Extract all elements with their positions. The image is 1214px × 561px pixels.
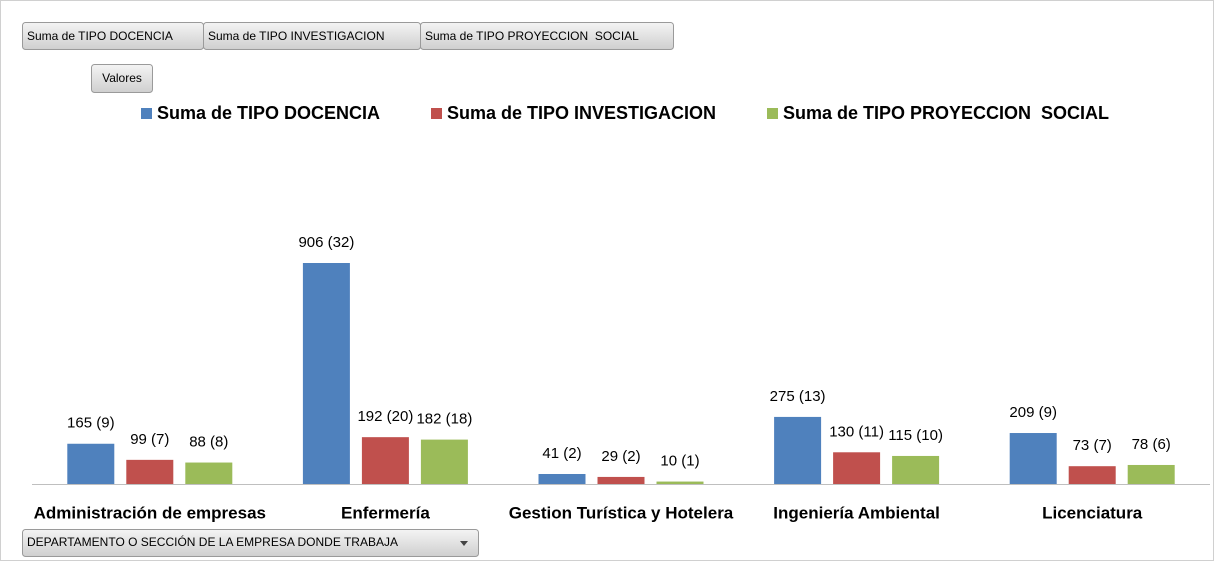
bar <box>126 459 174 484</box>
data-label: 275 (13) <box>770 388 826 405</box>
x-tick-label: Enfermería <box>341 503 430 522</box>
x-tick-label: Ingeniería Ambiental <box>773 503 940 522</box>
legend-swatch <box>141 108 152 119</box>
axis-field-label[interactable]: DEPARTAMENTO O SECCIÓN DE LA EMPRESA DON… <box>27 534 398 549</box>
data-label: 182 (18) <box>416 411 472 428</box>
legend-swatch <box>767 108 778 119</box>
legend-label: Suma de TIPO INVESTIGACION <box>447 103 716 123</box>
dropdown-arrow <box>460 541 468 546</box>
bar <box>1009 433 1057 484</box>
bar <box>538 473 586 484</box>
legend-label: Suma de TIPO DOCENCIA <box>157 103 380 123</box>
bar <box>185 462 233 484</box>
data-label: 115 (10) <box>888 427 943 444</box>
legend-swatch <box>431 108 442 119</box>
legend-label: Suma de TIPO PROYECCION SOCIAL <box>783 103 1109 123</box>
x-tick-label: Administración de empresas <box>34 503 266 522</box>
bar <box>656 481 704 484</box>
bar <box>597 476 645 484</box>
bar <box>361 437 409 484</box>
bar <box>1068 466 1116 484</box>
data-label: 192 (20) <box>357 408 413 425</box>
data-label: 209 (9) <box>1009 404 1057 421</box>
data-label: 130 (11) <box>829 423 884 440</box>
field-button-label[interactable]: Suma de TIPO DOCENCIA <box>27 29 173 43</box>
data-label: 99 (7) <box>130 431 169 448</box>
data-label: 29 (2) <box>601 448 640 465</box>
data-label: 906 (32) <box>298 234 354 251</box>
bar <box>892 455 940 484</box>
values-button[interactable] <box>91 64 153 93</box>
bar <box>833 452 881 484</box>
x-tick-label: Gestion Turística y Hotelera <box>509 503 734 522</box>
bar <box>774 416 822 484</box>
values-button-label[interactable]: Valores <box>102 71 142 85</box>
axis-field-dropdown[interactable] <box>22 529 479 557</box>
x-tick-label: Licenciatura <box>1042 503 1143 522</box>
data-label: 41 (2) <box>542 445 581 462</box>
field-button-label[interactable]: Suma de TIPO INVESTIGACION <box>208 29 385 43</box>
data-label: 88 (8) <box>189 434 228 451</box>
bar <box>1127 464 1175 484</box>
bar <box>420 439 468 484</box>
bar <box>67 443 115 484</box>
data-label: 78 (6) <box>1132 436 1171 453</box>
data-label: 10 (1) <box>660 453 699 470</box>
data-label: 165 (9) <box>67 415 115 432</box>
bar <box>302 263 350 484</box>
data-label: 73 (7) <box>1073 437 1112 454</box>
field-button-label[interactable]: Suma de TIPO PROYECCION SOCIAL <box>425 29 639 43</box>
field-button[interactable] <box>420 22 674 50</box>
